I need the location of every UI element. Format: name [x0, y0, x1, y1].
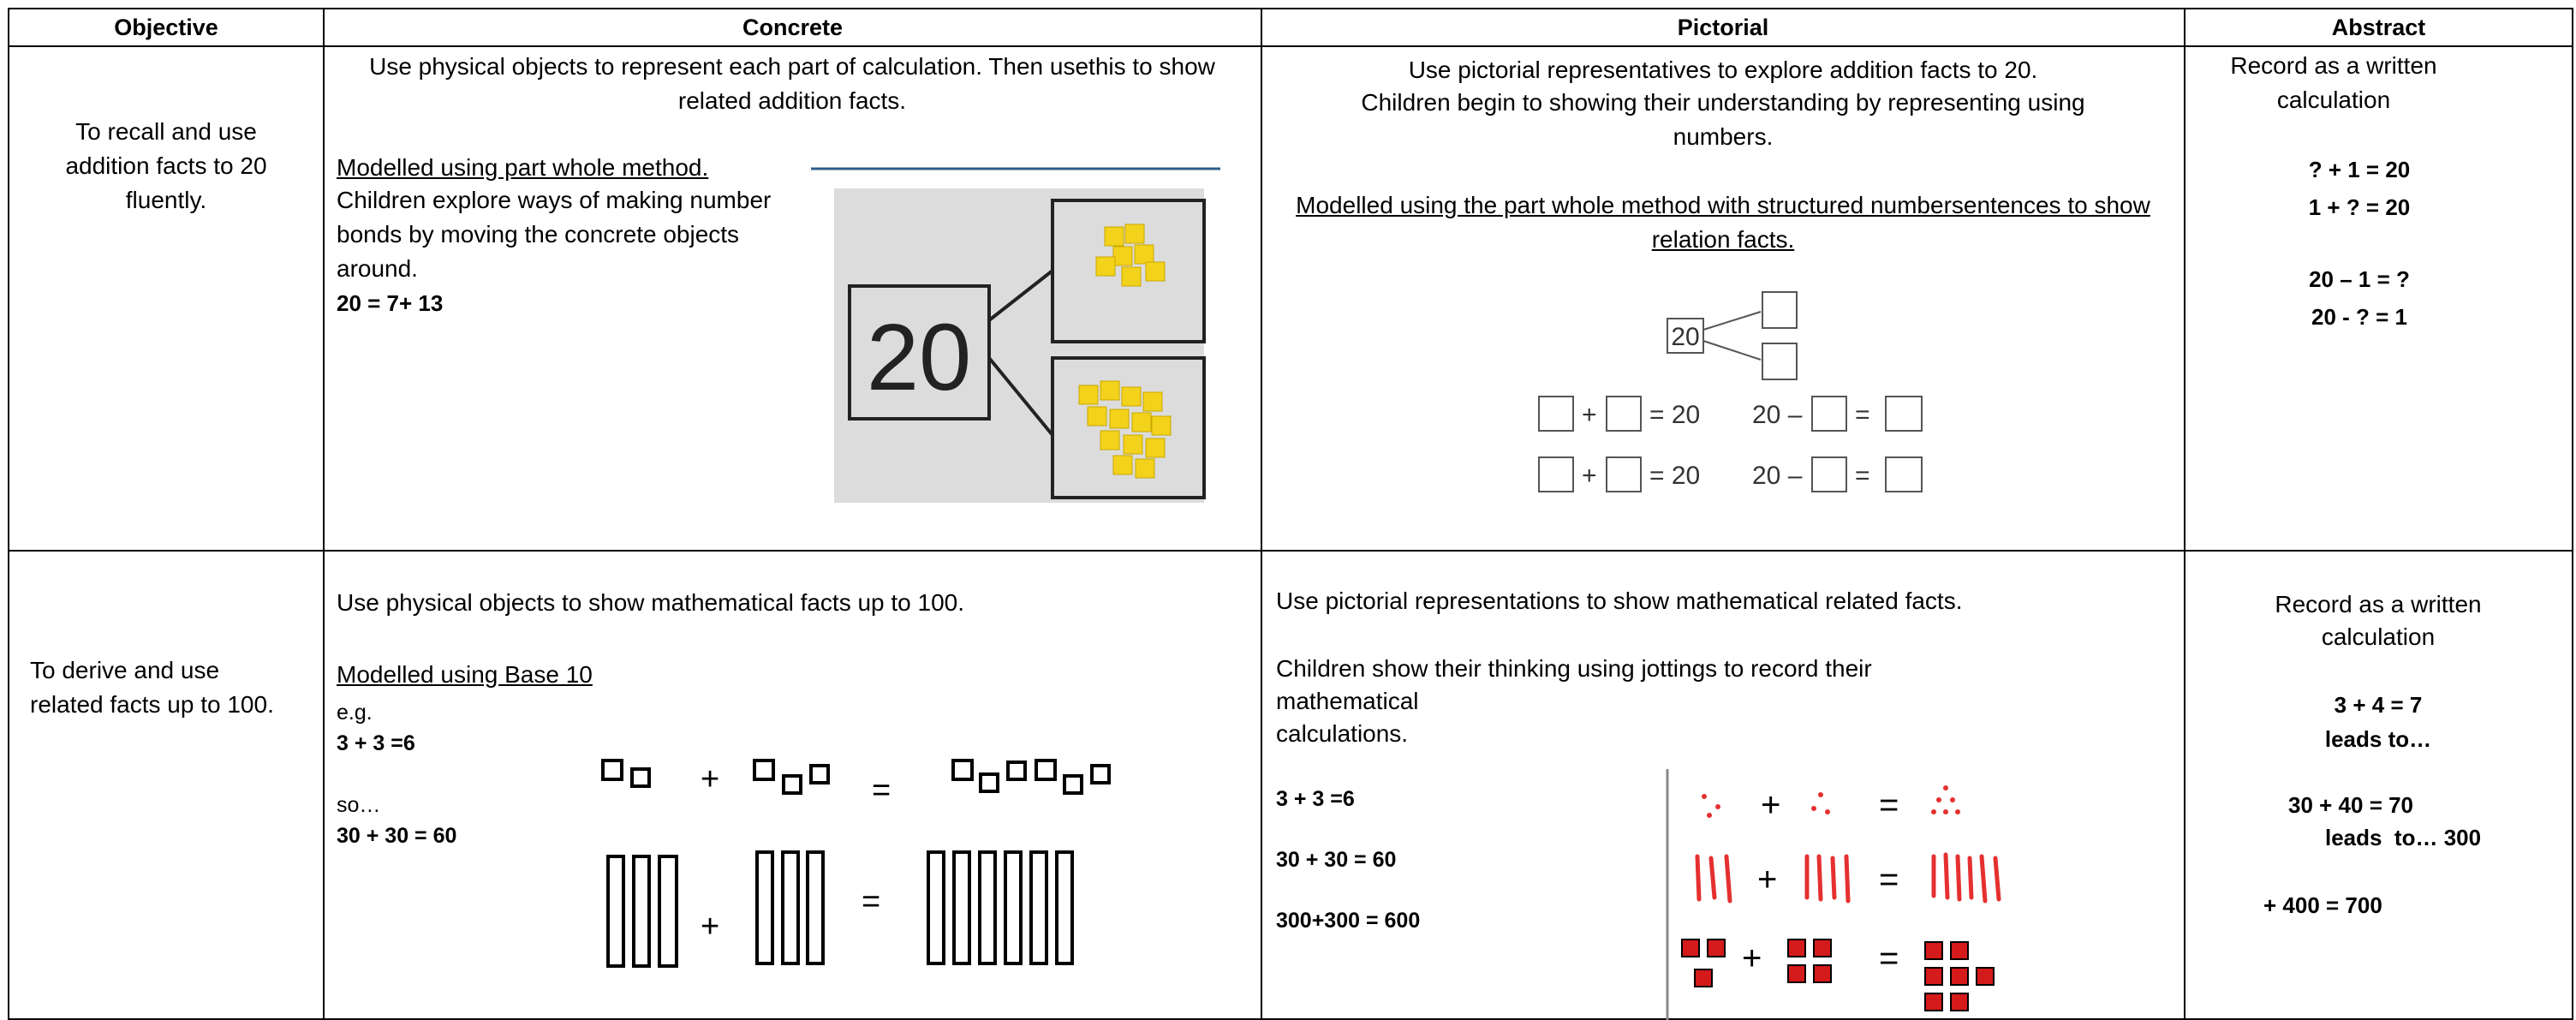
abstract-equation: ? + 1 = 20 — [2308, 157, 2411, 182]
base-ten-diagram — [601, 759, 1111, 968]
abstract-intro: calculation — [2321, 623, 2436, 650]
red-squares — [1681, 939, 1995, 1011]
concrete-intro: Use physical objects to represent each p… — [369, 53, 1215, 114]
plus: + — [1757, 861, 1777, 898]
pictorial-equation: 300+300 = 600 — [1276, 909, 1421, 933]
plus: + — [1761, 786, 1780, 824]
abstract-equation: 1 + ? = 20 — [2308, 194, 2411, 220]
abstract-equation: 20 - ? = 1 — [2311, 304, 2407, 330]
concrete-model: Modelled using Base 10 — [337, 661, 593, 688]
plus: + — [1582, 401, 1597, 429]
header: Concrete — [742, 15, 844, 40]
concrete-model: Modelled using part whole method. — [337, 154, 709, 181]
equals: = — [1855, 462, 1870, 490]
part-whole-labels: 20 + = 20 20 – = + = 20 20 – = — [1582, 323, 1870, 490]
abstract-intro: Record as a written — [2275, 591, 2482, 617]
difference: 20 – — [1752, 462, 1803, 490]
equals: = — [1879, 786, 1899, 824]
equals: = — [862, 884, 880, 920]
header: Pictorial — [1677, 15, 1769, 40]
red-dots — [1702, 785, 1960, 818]
plus: + — [1742, 939, 1762, 977]
equals: = — [872, 772, 891, 808]
sum: = 20 — [1649, 401, 1700, 429]
pictorial-model: Modelled using the part whole method wit… — [1296, 192, 2150, 253]
equals: = — [1879, 861, 1899, 898]
pictorial-text: mathematical — [1276, 688, 1419, 714]
plus: + — [701, 761, 719, 797]
pictorial-text: calculations. — [1276, 720, 1409, 747]
pictorial-intro: Use pictorial representatives to explore… — [1408, 57, 2038, 83]
difference: 20 – — [1752, 401, 1803, 429]
objective: To recall and use addition facts to 20 f… — [65, 118, 267, 213]
red-tallies — [1695, 852, 2001, 904]
abstract-equation: 20 – 1 = ? — [2309, 266, 2410, 292]
equals: = — [1855, 401, 1870, 429]
concrete-line: 3 + 3 =6 — [337, 731, 415, 755]
equals: = — [1879, 939, 1899, 977]
pictorial-text: Children show their thinking using jotti… — [1276, 655, 1872, 682]
header: Abstract — [2331, 15, 2426, 40]
pictorial-text: Children begin to showing their understa… — [1361, 89, 2085, 150]
abstract-line: leads to… 300 — [2325, 825, 2482, 850]
abstract-intro: Record as a written calculation — [2230, 52, 2437, 113]
concrete-line: e.g. — [337, 701, 373, 725]
photo-number: 20 — [867, 305, 971, 410]
header: Objective — [114, 15, 218, 40]
objective: To derive and use related facts up to 10… — [30, 657, 274, 718]
jotting-symbols: + = + = + = — [1742, 786, 1899, 977]
base-ten-symbols: + = + = — [701, 761, 891, 945]
pictorial-equation: 3 + 3 =6 — [1276, 787, 1355, 811]
concrete-equation: 20 = 7+ 13 — [337, 290, 444, 316]
concrete-line: so… — [337, 793, 381, 817]
photo: 20 — [834, 188, 1206, 503]
part-whole-diagram — [1538, 291, 1923, 492]
abstract-line: 30 + 40 = 70 — [2288, 792, 2414, 818]
whole-number: 20 — [1671, 323, 1699, 351]
pictorial-equation: 30 + 30 = 60 — [1276, 848, 1397, 872]
abstract-line: leads to… — [2324, 726, 2432, 752]
sum: = 20 — [1649, 462, 1700, 490]
plus: + — [1582, 462, 1597, 490]
abstract-line: + 400 = 700 — [2263, 892, 2382, 918]
concrete-text: Children explore ways of making number b… — [337, 187, 772, 282]
abstract-line: 3 + 4 = 7 — [2334, 692, 2423, 718]
pictorial-intro: Use pictorial representations to show ma… — [1276, 588, 1963, 614]
concrete-intro: Use physical objects to show mathematica… — [337, 589, 965, 616]
concrete-line: 30 + 30 = 60 — [337, 824, 457, 848]
table-grid — [8, 8, 2573, 1020]
plus: + — [701, 909, 719, 945]
